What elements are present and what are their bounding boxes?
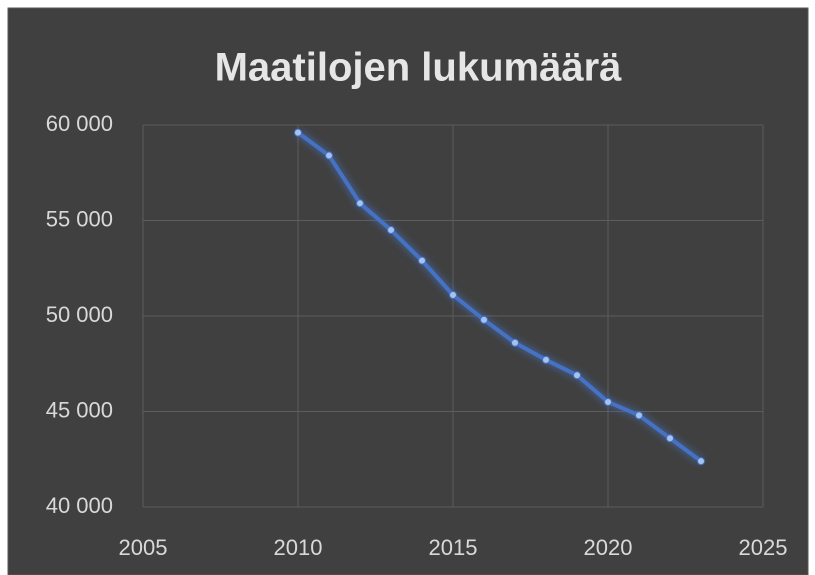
x-tick-label: 2025 (739, 535, 788, 560)
marker (573, 371, 581, 380)
marker (542, 355, 550, 364)
marker (449, 290, 457, 299)
x-tick-label: 2005 (119, 535, 168, 560)
marker (387, 226, 395, 235)
marker (511, 338, 519, 347)
marker (635, 411, 643, 420)
chart-background (7, 7, 809, 575)
marker (418, 256, 426, 265)
x-tick-label: 2015 (429, 535, 478, 560)
y-tick-label: 45 000 (46, 397, 113, 422)
marker (697, 457, 705, 466)
x-tick-label: 2020 (584, 535, 633, 560)
marker (325, 151, 333, 160)
y-tick-label: 60 000 (46, 111, 113, 136)
marker (480, 315, 488, 324)
line (296, 131, 703, 463)
y-tick-label: 50 000 (46, 302, 113, 327)
y-tick-label: 55 000 (46, 206, 113, 231)
marker (356, 199, 364, 208)
marker (294, 128, 302, 137)
chart-title: Maatilojen lukumäärä (215, 46, 623, 90)
y-tick-label: 40 000 (46, 493, 113, 518)
x-tick-label: 2010 (274, 535, 323, 560)
marker (604, 397, 612, 406)
marker (666, 434, 674, 443)
